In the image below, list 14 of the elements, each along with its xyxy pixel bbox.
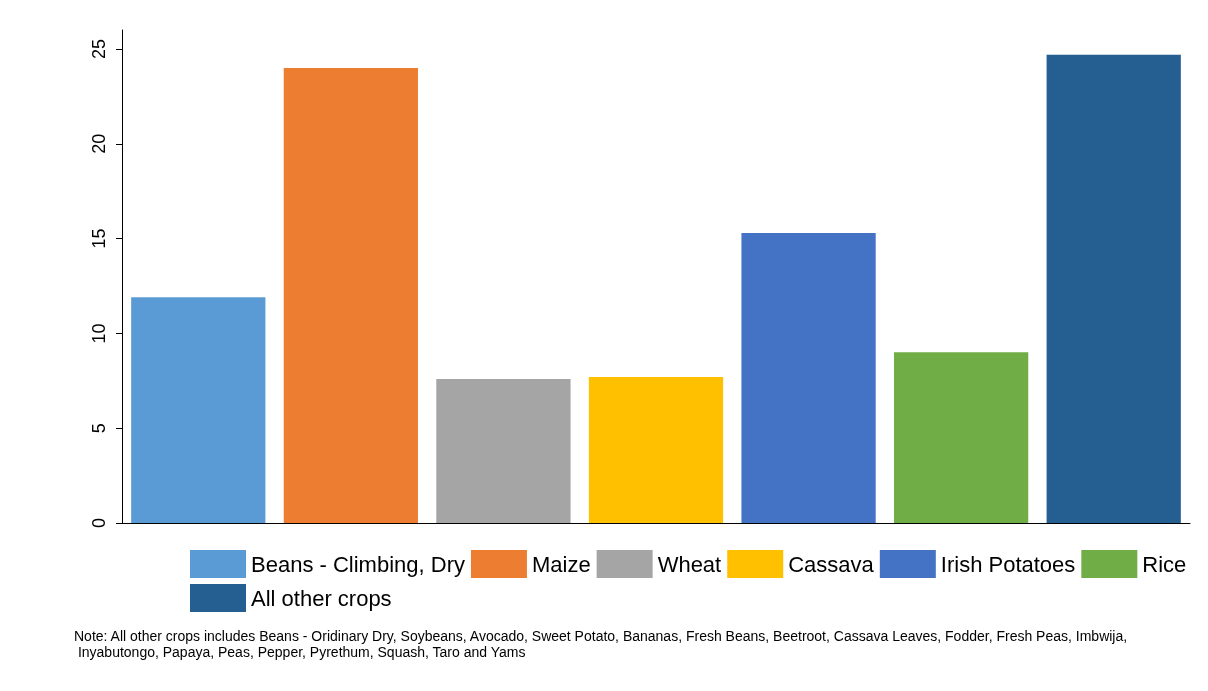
legend-label: All other crops	[251, 585, 392, 611]
y-tick-label: 0	[89, 517, 109, 529]
legend-label: Rice	[1142, 551, 1187, 577]
text: Note: All other crops includes Beans - Oridinary Dry, Soybeans, Avocado, Sweet Potato, Bananas, Fresh Beans, Beetroot, Cassava Leaves, Fodder, Fresh Peas, Imbwija, Inyabutongo, Papaya, Peas, Pepper, Pyrethum, Squash, Taro and Yams	[74, 628, 1128, 660]
y-tick-label: 15	[89, 228, 109, 249]
y-tick-label: 5	[89, 423, 109, 434]
legend-label: Wheat	[657, 551, 722, 577]
y-tick-label: 25	[89, 38, 109, 59]
legend-label: Maize	[531, 551, 591, 577]
y-tick-label: 10	[89, 323, 109, 344]
y-tick-label: 20	[89, 133, 109, 154]
legend-label: Beans - Climbing, Dry	[251, 551, 465, 577]
legend-label: Irish Potatoes	[940, 551, 1076, 577]
legend-label: Cassava	[788, 551, 875, 577]
